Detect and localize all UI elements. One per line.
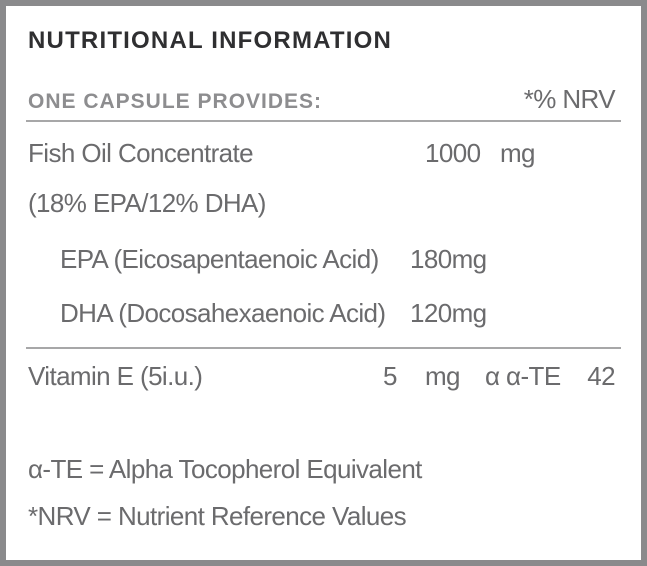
- row-amount: 180mg: [410, 244, 487, 274]
- row-amount: 120mg: [410, 298, 487, 328]
- row-name: DHA (Docosahexaenoic Acid): [60, 298, 385, 328]
- row-unit-te: α α-TE: [485, 361, 561, 391]
- footnote: α-TE = Alpha Tocopherol Equivalent: [28, 454, 423, 484]
- row-amount: 1000: [425, 138, 481, 168]
- row-name: Vitamin E (5i.u.): [28, 361, 202, 391]
- row-name: (18% EPA/12% DHA): [28, 188, 266, 218]
- row-nrv: 42: [587, 361, 615, 391]
- header-label: ONE CAPSULE PROVIDES:: [28, 90, 322, 113]
- header-nrv: *% NRV: [524, 84, 617, 114]
- row-name: EPA (Eicosapentaenoic Acid): [60, 244, 379, 274]
- row-unit: mg: [425, 361, 460, 391]
- row-name: Fish Oil Concentrate: [28, 138, 253, 168]
- title: NUTRITIONAL INFORMATION: [28, 27, 392, 54]
- row-unit: mg: [500, 138, 535, 168]
- row-amount: 5: [383, 361, 397, 391]
- footnote: *NRV = Nutrient Reference Values: [28, 501, 407, 531]
